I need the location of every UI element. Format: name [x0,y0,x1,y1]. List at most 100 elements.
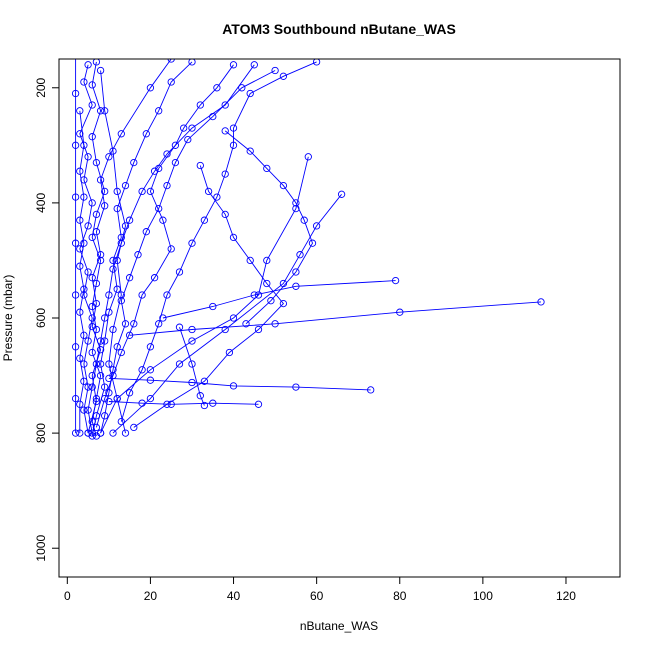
data-point [159,216,167,224]
data-point [80,239,88,247]
profile-line-10 [108,401,259,405]
data-point [71,394,80,403]
data-point [88,314,96,322]
data-point [88,432,96,440]
profile-line-0 [79,64,93,434]
data-point [130,320,138,328]
data-point [88,199,96,207]
data-point [146,394,155,403]
data-point [138,187,146,196]
data-point [180,124,188,132]
data-point [117,233,125,242]
data-point [188,124,196,132]
data-point [92,412,101,420]
data-point [188,239,196,247]
data-point [76,130,84,138]
data-point [138,291,146,299]
data-point [146,343,155,351]
data-point [209,302,217,311]
data-point [296,251,304,259]
data-point [84,406,92,414]
data-point [96,346,105,354]
data-point [221,127,229,135]
profile-line-7 [129,301,542,336]
data-point [537,298,545,306]
data-point [308,239,317,247]
data-point [88,233,96,242]
data-point [246,147,254,155]
data-point [80,285,88,293]
data-point [142,130,150,138]
data-point [312,222,321,230]
chart-title: ATOM3 Southbound nButane_WAS [222,21,456,37]
data-point [271,320,279,328]
data-point [88,274,96,282]
data-point [196,392,204,400]
profile-line-2 [79,110,85,434]
profile-line-19 [100,70,126,434]
data-point [304,153,312,161]
data-point [263,279,271,288]
data-point [92,360,101,368]
data-point [175,323,184,331]
data-point [138,399,146,407]
data-point [71,141,80,149]
data-point [221,170,229,178]
data-point [167,78,175,86]
data-point [84,268,92,276]
data-point [76,167,84,175]
data-point [71,343,80,351]
data-point [71,193,80,201]
data-point [76,354,84,362]
data-point [146,366,155,374]
data-point [96,256,105,265]
data-point [88,322,96,331]
data-point [88,81,96,89]
data-point [250,61,258,69]
data-point [117,417,125,426]
data-point [134,251,142,259]
data-point [96,371,105,380]
data-point [105,153,113,161]
data-point [96,360,105,368]
y-axis-label: Pressure (mbar) [1,275,15,362]
data-point [213,193,221,201]
data-point [167,59,175,63]
data-point [130,423,138,432]
data-point [125,331,134,339]
data-point [200,401,209,410]
data-point [76,107,84,115]
data-point [292,282,300,290]
data-point [221,325,229,334]
y-tick-label: 800 [34,423,48,443]
data-point [184,135,192,144]
data-point [96,251,105,259]
data-point [84,222,92,230]
x-tick-label: 0 [64,589,71,603]
profile-line-14 [91,61,193,437]
x-tick-label: 40 [227,589,241,603]
data-point [84,337,92,345]
data-point [76,262,84,270]
data-point [113,343,121,351]
x-axis: 0 20 40 60 80 100 120 [64,576,576,603]
data-point [117,239,125,247]
data-point [80,176,88,184]
data-point [72,50,78,56]
data-point [80,141,88,149]
data-point [71,429,80,437]
data-point [229,233,238,242]
data-point [130,158,138,167]
data-point [171,158,180,167]
data-point [113,256,121,265]
data-point [109,429,117,437]
data-point [117,291,125,299]
profile-line-15 [100,70,276,434]
y-tick-label: 1000 [34,535,48,562]
x-tick-label: 60 [310,589,324,603]
data-point [71,291,80,299]
data-point [200,216,209,224]
data-point [213,84,221,92]
data-point [221,101,229,109]
data-point [84,383,92,391]
